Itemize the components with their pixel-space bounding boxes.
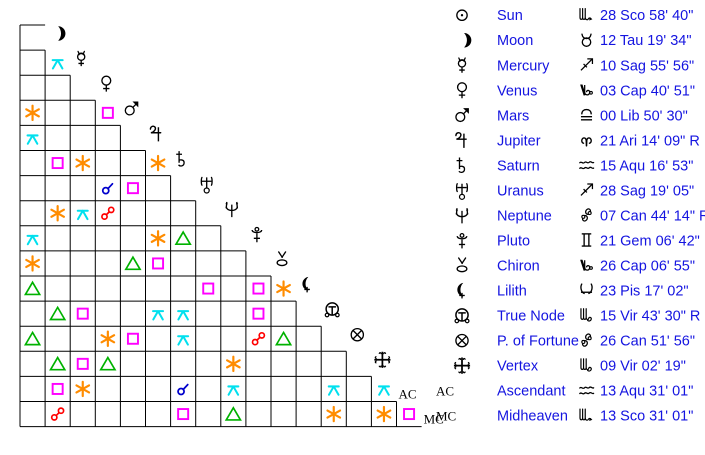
svg-text:12 Tau 19' 34": 12 Tau 19' 34" xyxy=(600,33,692,49)
svg-text:Mercury: Mercury xyxy=(497,58,550,74)
svg-text:Venus: Venus xyxy=(497,83,537,99)
svg-text:13 Aqu 31' 01": 13 Aqu 31' 01" xyxy=(600,384,693,400)
svg-text:15 Vir 43' 30" R: 15 Vir 43' 30" R xyxy=(600,309,700,325)
svg-text:MC: MC xyxy=(436,409,456,424)
svg-text:26 Cap 06' 55": 26 Cap 06' 55" xyxy=(600,259,695,275)
svg-text:09 Vir 02' 19": 09 Vir 02' 19" xyxy=(600,359,686,375)
svg-text:28 Sco 58' 40": 28 Sco 58' 40" xyxy=(600,8,693,24)
svg-text:Vertex: Vertex xyxy=(497,359,539,375)
svg-text:21 Ari 14' 09" R: 21 Ari 14' 09" R xyxy=(600,133,700,149)
svg-text:Saturn: Saturn xyxy=(497,158,540,174)
svg-text:Ascendant: Ascendant xyxy=(497,384,566,400)
svg-text:P. of Fortune: P. of Fortune xyxy=(497,334,579,350)
svg-text:Mars: Mars xyxy=(497,108,529,124)
svg-text:23 Pis 17' 02": 23 Pis 17' 02" xyxy=(600,284,689,300)
svg-text:Jupiter: Jupiter xyxy=(497,133,541,149)
svg-text:True Node: True Node xyxy=(497,309,565,325)
svg-text:Sun: Sun xyxy=(497,8,523,24)
svg-text:Midheaven: Midheaven xyxy=(497,409,568,425)
svg-text:Lilith: Lilith xyxy=(497,284,527,300)
svg-text:Chiron: Chiron xyxy=(497,259,540,275)
svg-text:21 Gem 06' 42" R: 21 Gem 06' 42" R xyxy=(600,233,705,249)
svg-text:Pluto: Pluto xyxy=(497,233,530,249)
svg-text:03 Cap 40' 51": 03 Cap 40' 51" xyxy=(600,83,695,99)
svg-text:AC: AC xyxy=(436,384,454,399)
svg-text:10 Sag 55' 56": 10 Sag 55' 56" xyxy=(600,58,694,74)
svg-text:15 Aqu 16' 53": 15 Aqu 16' 53" xyxy=(600,158,693,174)
svg-text:26 Can 51' 56": 26 Can 51' 56" xyxy=(600,334,695,350)
svg-text:Uranus: Uranus xyxy=(497,183,544,199)
svg-text:Moon: Moon xyxy=(497,33,533,49)
svg-text:AC: AC xyxy=(399,387,417,402)
svg-text:13 Sco 31' 01": 13 Sco 31' 01" xyxy=(600,409,693,425)
svg-text:00 Lib 50' 30": 00 Lib 50' 30" xyxy=(600,108,688,124)
svg-text:07 Can 44' 14" R: 07 Can 44' 14" R xyxy=(600,208,705,224)
svg-text:28 Sag 19' 05": 28 Sag 19' 05" xyxy=(600,183,694,199)
svg-text:Neptune: Neptune xyxy=(497,208,552,224)
